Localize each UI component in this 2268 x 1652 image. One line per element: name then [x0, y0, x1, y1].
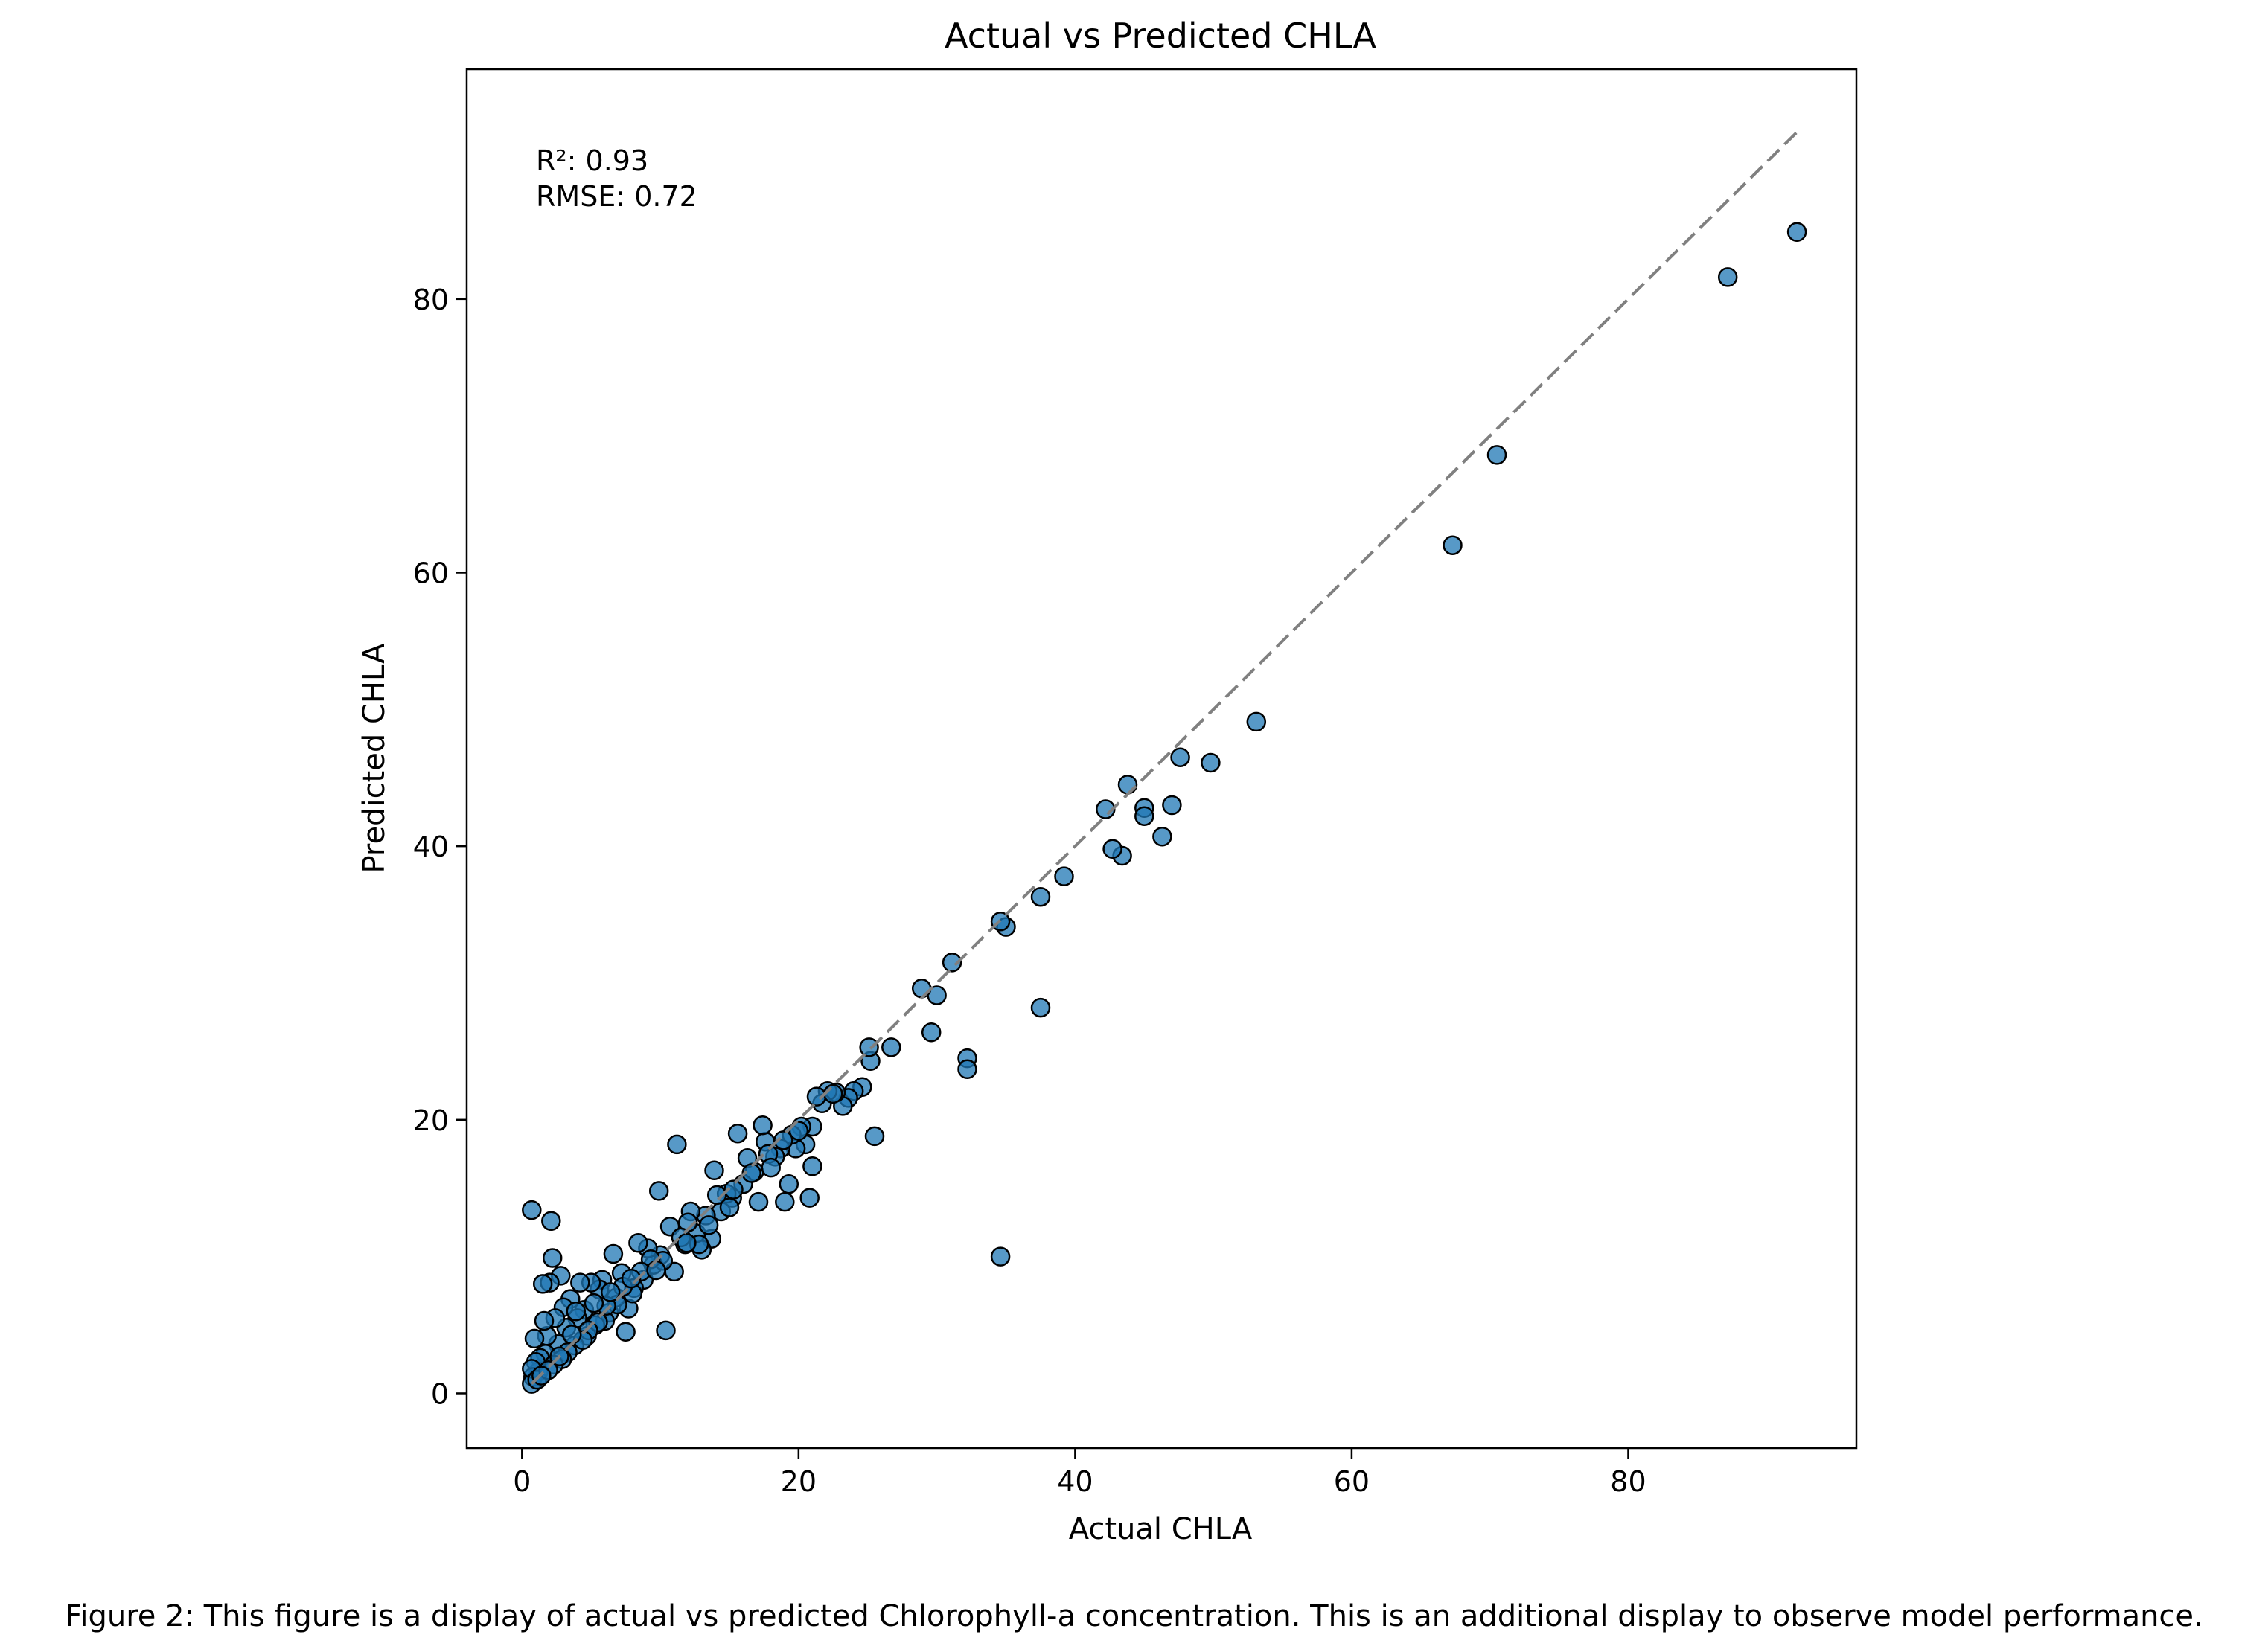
data-point: [1786, 222, 1807, 243]
data-point: [603, 1243, 624, 1264]
data-point: [779, 1174, 799, 1194]
data-point: [532, 1274, 553, 1294]
x-tick-label: 40: [1057, 1465, 1093, 1498]
data-point: [761, 1157, 781, 1178]
reference-diagonal-line: [530, 131, 1798, 1386]
data-point: [584, 1293, 604, 1313]
data-point: [921, 1022, 942, 1043]
data-point: [698, 1215, 719, 1235]
y-tick-label: 40: [413, 830, 449, 863]
data-point: [628, 1233, 648, 1253]
data-point: [799, 1188, 820, 1208]
data-point: [775, 1191, 795, 1212]
data-point: [1117, 775, 1138, 795]
data-point: [864, 1126, 885, 1147]
points-layer: [522, 222, 1807, 1394]
x-axis: 0 20 40 60 80: [513, 1448, 1646, 1498]
data-point: [1162, 795, 1182, 816]
data-point: [1443, 535, 1463, 555]
data-point: [704, 1160, 724, 1181]
data-point: [1134, 806, 1154, 826]
data-point: [1054, 866, 1074, 886]
r2-annotation: R²: 0.93: [536, 144, 648, 177]
data-point: [646, 1260, 666, 1281]
y-tick-label: 20: [413, 1104, 449, 1137]
data-point: [727, 1123, 748, 1144]
data-point: [773, 1130, 793, 1150]
data-point: [541, 1211, 561, 1232]
data-point: [942, 953, 962, 973]
x-tick-label: 60: [1334, 1465, 1370, 1498]
data-point: [542, 1248, 563, 1268]
y-tick-label: 60: [413, 557, 449, 589]
chart-title: Actual vs Predicted CHLA: [945, 16, 1376, 56]
data-point: [1201, 752, 1221, 773]
data-point: [561, 1325, 582, 1345]
data-point: [534, 1310, 555, 1331]
data-point: [802, 1156, 822, 1176]
data-point: [957, 1059, 977, 1080]
data-point: [911, 979, 932, 999]
data-point: [656, 1320, 676, 1341]
data-point: [1170, 747, 1190, 767]
plot-frame: [465, 68, 1858, 1450]
x-axis-label: Actual CHLA: [1069, 1512, 1253, 1546]
data-point: [748, 1191, 769, 1212]
data-point: [719, 1197, 740, 1217]
data-point: [990, 1246, 1011, 1267]
data-point: [524, 1328, 545, 1349]
data-point: [859, 1037, 879, 1057]
data-point: [600, 1282, 621, 1302]
data-point: [1246, 711, 1267, 732]
data-point: [1717, 267, 1738, 287]
data-point: [648, 1181, 669, 1201]
data-point: [1030, 886, 1051, 907]
data-point: [616, 1322, 636, 1342]
y-tick-label: 0: [431, 1377, 449, 1410]
x-tick-label: 0: [513, 1465, 531, 1498]
data-point: [677, 1233, 697, 1253]
data-point: [1152, 827, 1172, 847]
data-point: [1030, 997, 1051, 1018]
rmse-annotation: RMSE: 0.72: [536, 180, 697, 213]
data-point: [522, 1200, 542, 1220]
data-point: [881, 1037, 901, 1057]
y-axis: 0 20 40 60 80: [413, 284, 467, 1410]
figure-caption: Figure 2: This figure is a display of ac…: [65, 1599, 2203, 1633]
plot-area: [465, 68, 1858, 1450]
data-point: [1486, 445, 1507, 465]
y-axis-label: Predicted CHLA: [357, 643, 392, 874]
data-point: [1102, 839, 1122, 859]
data-point: [570, 1272, 590, 1293]
x-tick-label: 80: [1610, 1465, 1646, 1498]
data-point: [566, 1301, 587, 1322]
data-point: [753, 1115, 773, 1136]
y-tick-label: 80: [413, 284, 449, 316]
x-tick-label: 20: [781, 1465, 817, 1498]
data-point: [667, 1134, 687, 1155]
